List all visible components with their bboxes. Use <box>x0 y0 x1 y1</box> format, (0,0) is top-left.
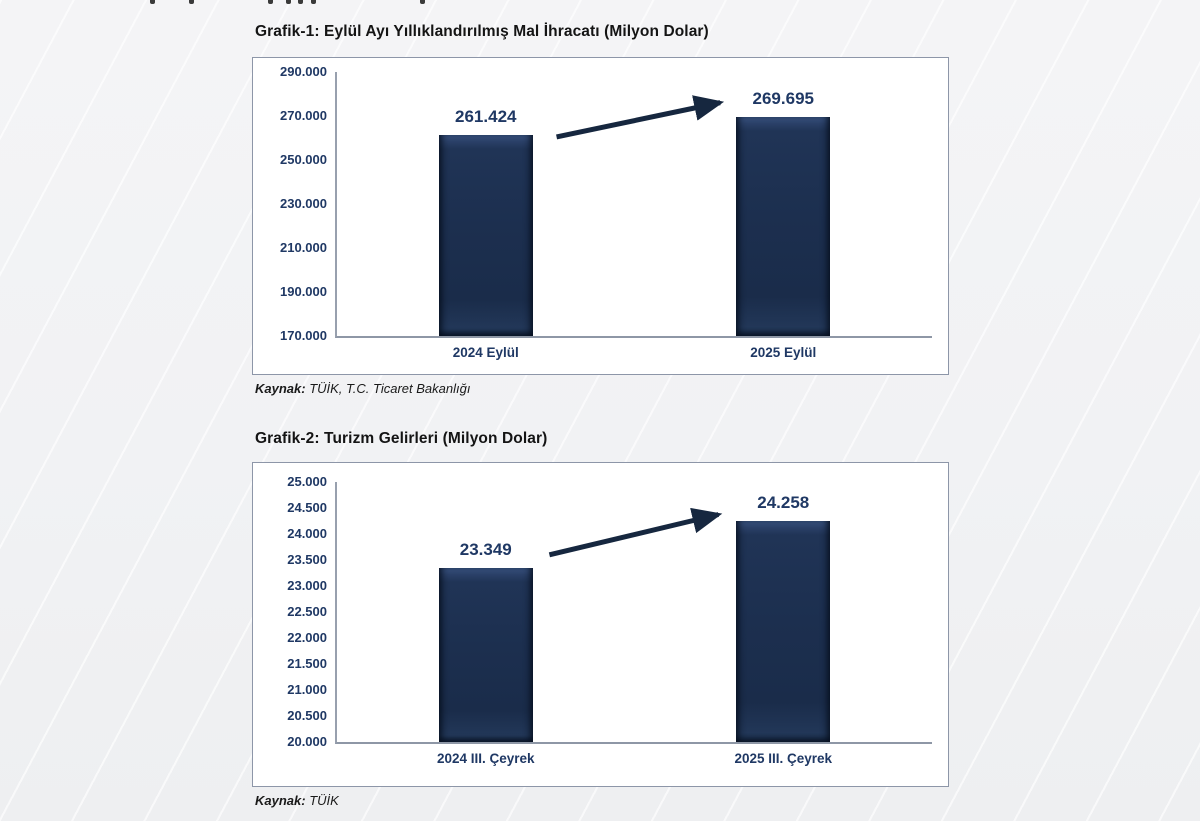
charts-column: Grafik-1: Eylül Ayı Yıllıklandırılmış Ma… <box>252 0 949 809</box>
y-axis-tick-label: 22.500 <box>287 604 327 619</box>
source-text: TÜİK, T.C. Ticaret Bakanlığı <box>305 381 471 396</box>
increase-arrow <box>548 507 723 558</box>
bar-1 <box>438 567 533 742</box>
y-axis-tick-label: 20.500 <box>287 708 327 723</box>
x-axis-category-label: 2024 III. Çeyrek <box>436 751 535 766</box>
cropped-text-fragments <box>0 0 1200 8</box>
x-axis-category-label: 2024 Eylül <box>452 345 519 360</box>
chart2-frame: 20.000 20.500 21.000 21.500 22.000 22.500 23.0… <box>252 462 949 787</box>
bar-2 <box>736 520 831 742</box>
y-axis-tick-label: 21.500 <box>287 656 327 671</box>
y-axis-tick-label: 190.000 <box>280 284 327 299</box>
chart2-title: Grafik-2: Turizm Gelirleri (Milyon Dolar… <box>255 430 548 447</box>
y-axis-tick-label: 22.000 <box>287 630 327 645</box>
x-axis-category-label: 2025 Eylül <box>750 345 817 360</box>
x-axis-category-label: 2025 III. Çeyrek <box>734 751 833 766</box>
source-label: Kaynak: <box>255 793 306 808</box>
data-label: 23.349 <box>459 539 512 559</box>
y-axis-tick-label: 24.000 <box>287 526 327 541</box>
y-axis-tick-label: 270.000 <box>280 108 327 123</box>
y-axis-tick-label: 25.000 <box>287 474 327 489</box>
chart1-source-note: Kaynak: TÜİK, T.C. Ticaret Bakanlığı <box>255 381 949 397</box>
y-axis-tick-label: 23.500 <box>287 552 327 567</box>
bar-1 <box>438 134 533 336</box>
y-axis-tick-label: 170.000 <box>280 328 327 343</box>
y-axis-tick-label: 23.000 <box>287 578 327 593</box>
data-label: 261.424 <box>455 106 517 126</box>
chart2-plot-area: 20.000 20.500 21.000 21.500 22.000 22.500 23.0… <box>287 475 932 766</box>
chart1-title: Grafik-1: Eylül Ayı Yıllıklandırılmış Ma… <box>255 23 709 40</box>
y-axis-tick-label: 290.000 <box>280 64 327 79</box>
y-axis-tick-label: 21.000 <box>287 682 327 697</box>
y-axis-tick-label: 20.000 <box>287 734 327 749</box>
chart2-source-note: Kaynak: TÜİK <box>255 793 949 809</box>
chart1-plot-area: 170.000 190.000 210.000 230.000 250.000 270.0… <box>280 65 932 360</box>
bar-2 <box>736 116 831 336</box>
data-label: 269.695 <box>752 88 814 108</box>
increase-arrow <box>556 95 725 140</box>
source-label: Kaynak: <box>255 381 306 396</box>
y-axis-tick-label: 250.000 <box>280 152 327 167</box>
y-axis-tick-label: 210.000 <box>280 240 327 255</box>
y-axis-tick-label: 230.000 <box>280 196 327 211</box>
data-label: 24.258 <box>757 492 810 512</box>
chart1-frame: 170.000 190.000 210.000 230.000 250.000 270.0… <box>252 57 949 375</box>
source-text: TÜİK <box>305 793 339 808</box>
y-axis-tick-label: 24.500 <box>287 500 327 515</box>
